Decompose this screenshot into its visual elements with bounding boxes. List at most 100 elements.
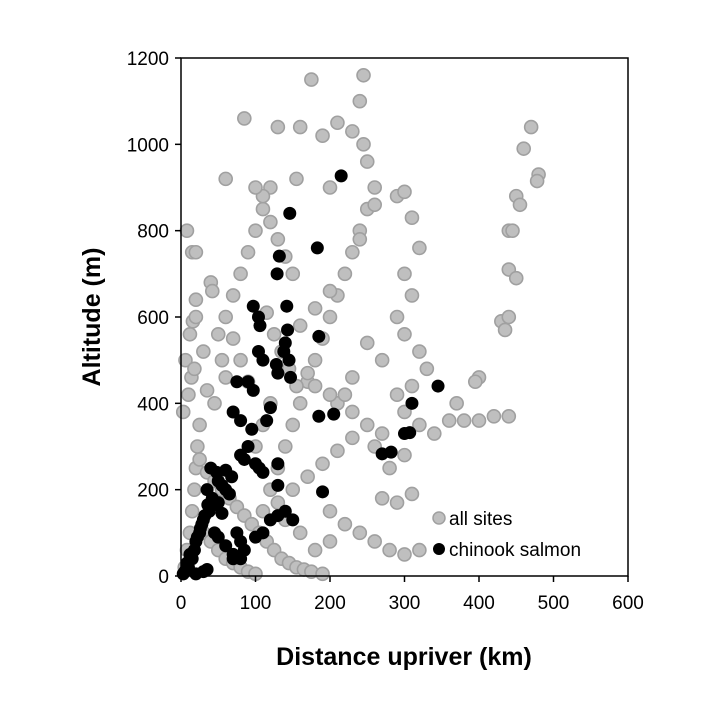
data-point — [322, 503, 338, 519]
data-point — [207, 396, 222, 411]
data-point — [315, 456, 330, 472]
data-point — [246, 299, 260, 313]
data-point — [187, 482, 202, 497]
data-point — [397, 326, 412, 342]
data-point — [431, 379, 445, 393]
x-axis-title: Distance upriver (km) — [276, 643, 532, 671]
data-point — [222, 487, 236, 501]
y-tick-label: 1200 — [127, 49, 169, 70]
legend-label-chinook: chinook salmon — [449, 540, 581, 561]
y-tick-label: 800 — [137, 222, 169, 243]
data-point — [356, 67, 371, 83]
x-tick-label: 300 — [389, 593, 421, 614]
data-point — [256, 526, 270, 540]
data-point — [280, 299, 294, 313]
legend-marker-all-sites — [432, 511, 446, 525]
data-point — [345, 404, 360, 420]
data-point — [211, 530, 225, 544]
data-point — [374, 352, 390, 368]
data-point — [315, 128, 330, 143]
data-point — [188, 244, 204, 260]
data-point — [256, 353, 270, 367]
data-point — [292, 119, 308, 135]
data-point — [337, 387, 353, 403]
data-point — [284, 370, 298, 384]
data-point — [404, 210, 420, 226]
legend-marker-chinook — [433, 543, 445, 555]
data-point — [237, 543, 251, 557]
data-point — [505, 223, 520, 238]
data-point — [271, 366, 285, 380]
data-point — [497, 322, 513, 338]
data-point — [389, 495, 405, 510]
data-point — [225, 470, 239, 484]
data-point — [516, 141, 532, 156]
y-tick-label: 1000 — [127, 135, 169, 156]
data-point — [215, 506, 229, 520]
data-point — [327, 407, 341, 421]
data-point — [404, 486, 420, 502]
data-point — [248, 180, 263, 195]
data-point — [310, 241, 324, 255]
data-point — [322, 309, 338, 325]
data-point — [375, 447, 389, 461]
data-point — [240, 244, 256, 260]
data-point — [397, 447, 412, 463]
y-tick-label: 200 — [137, 481, 169, 502]
data-point — [286, 513, 300, 527]
data-point — [285, 266, 301, 282]
x-axis-ticks: 0 100 200 300 400 500 600 — [176, 576, 644, 614]
data-point — [307, 542, 323, 558]
data-point — [292, 525, 308, 541]
data-point — [367, 534, 383, 549]
data-point — [289, 171, 304, 187]
data-point — [198, 509, 212, 523]
data-point — [404, 378, 420, 394]
data-point — [412, 417, 427, 433]
x-tick-label: 400 — [463, 593, 495, 614]
legend-label-all-sites: all sites — [449, 509, 512, 530]
data-point — [201, 498, 215, 512]
data-point — [471, 413, 487, 428]
legend: all sites chinook salmon — [432, 509, 581, 561]
data-point — [226, 405, 240, 419]
data-point — [226, 552, 240, 566]
data-point — [237, 452, 251, 466]
data-point — [441, 413, 457, 428]
data-point — [210, 326, 226, 342]
data-point — [501, 408, 517, 424]
data-point — [397, 184, 412, 200]
data-point — [196, 344, 211, 359]
data-point — [382, 542, 397, 558]
data-point — [214, 352, 230, 368]
data-point — [253, 319, 267, 333]
data-point — [322, 283, 338, 299]
data-point — [255, 503, 271, 519]
data-point — [188, 292, 204, 308]
data-point — [277, 439, 293, 454]
data-point — [225, 331, 241, 346]
data-point — [270, 267, 284, 281]
data-point — [404, 288, 420, 303]
data-point — [178, 352, 193, 368]
data-point — [230, 375, 244, 389]
data-point — [529, 173, 545, 189]
data-point — [270, 232, 286, 247]
data-point — [256, 465, 270, 479]
data-point — [292, 396, 308, 411]
data-point — [187, 361, 202, 377]
data-point — [312, 329, 326, 343]
data-point — [271, 457, 285, 471]
data-point — [219, 539, 233, 553]
data-point — [248, 223, 263, 238]
data-point — [234, 414, 248, 428]
data-point — [352, 525, 368, 541]
data-point — [512, 197, 528, 213]
data-point — [233, 352, 248, 368]
data-point — [359, 154, 375, 169]
data-point — [241, 440, 255, 453]
data-point — [281, 323, 295, 337]
data-point — [345, 124, 360, 139]
data-point — [211, 496, 225, 510]
